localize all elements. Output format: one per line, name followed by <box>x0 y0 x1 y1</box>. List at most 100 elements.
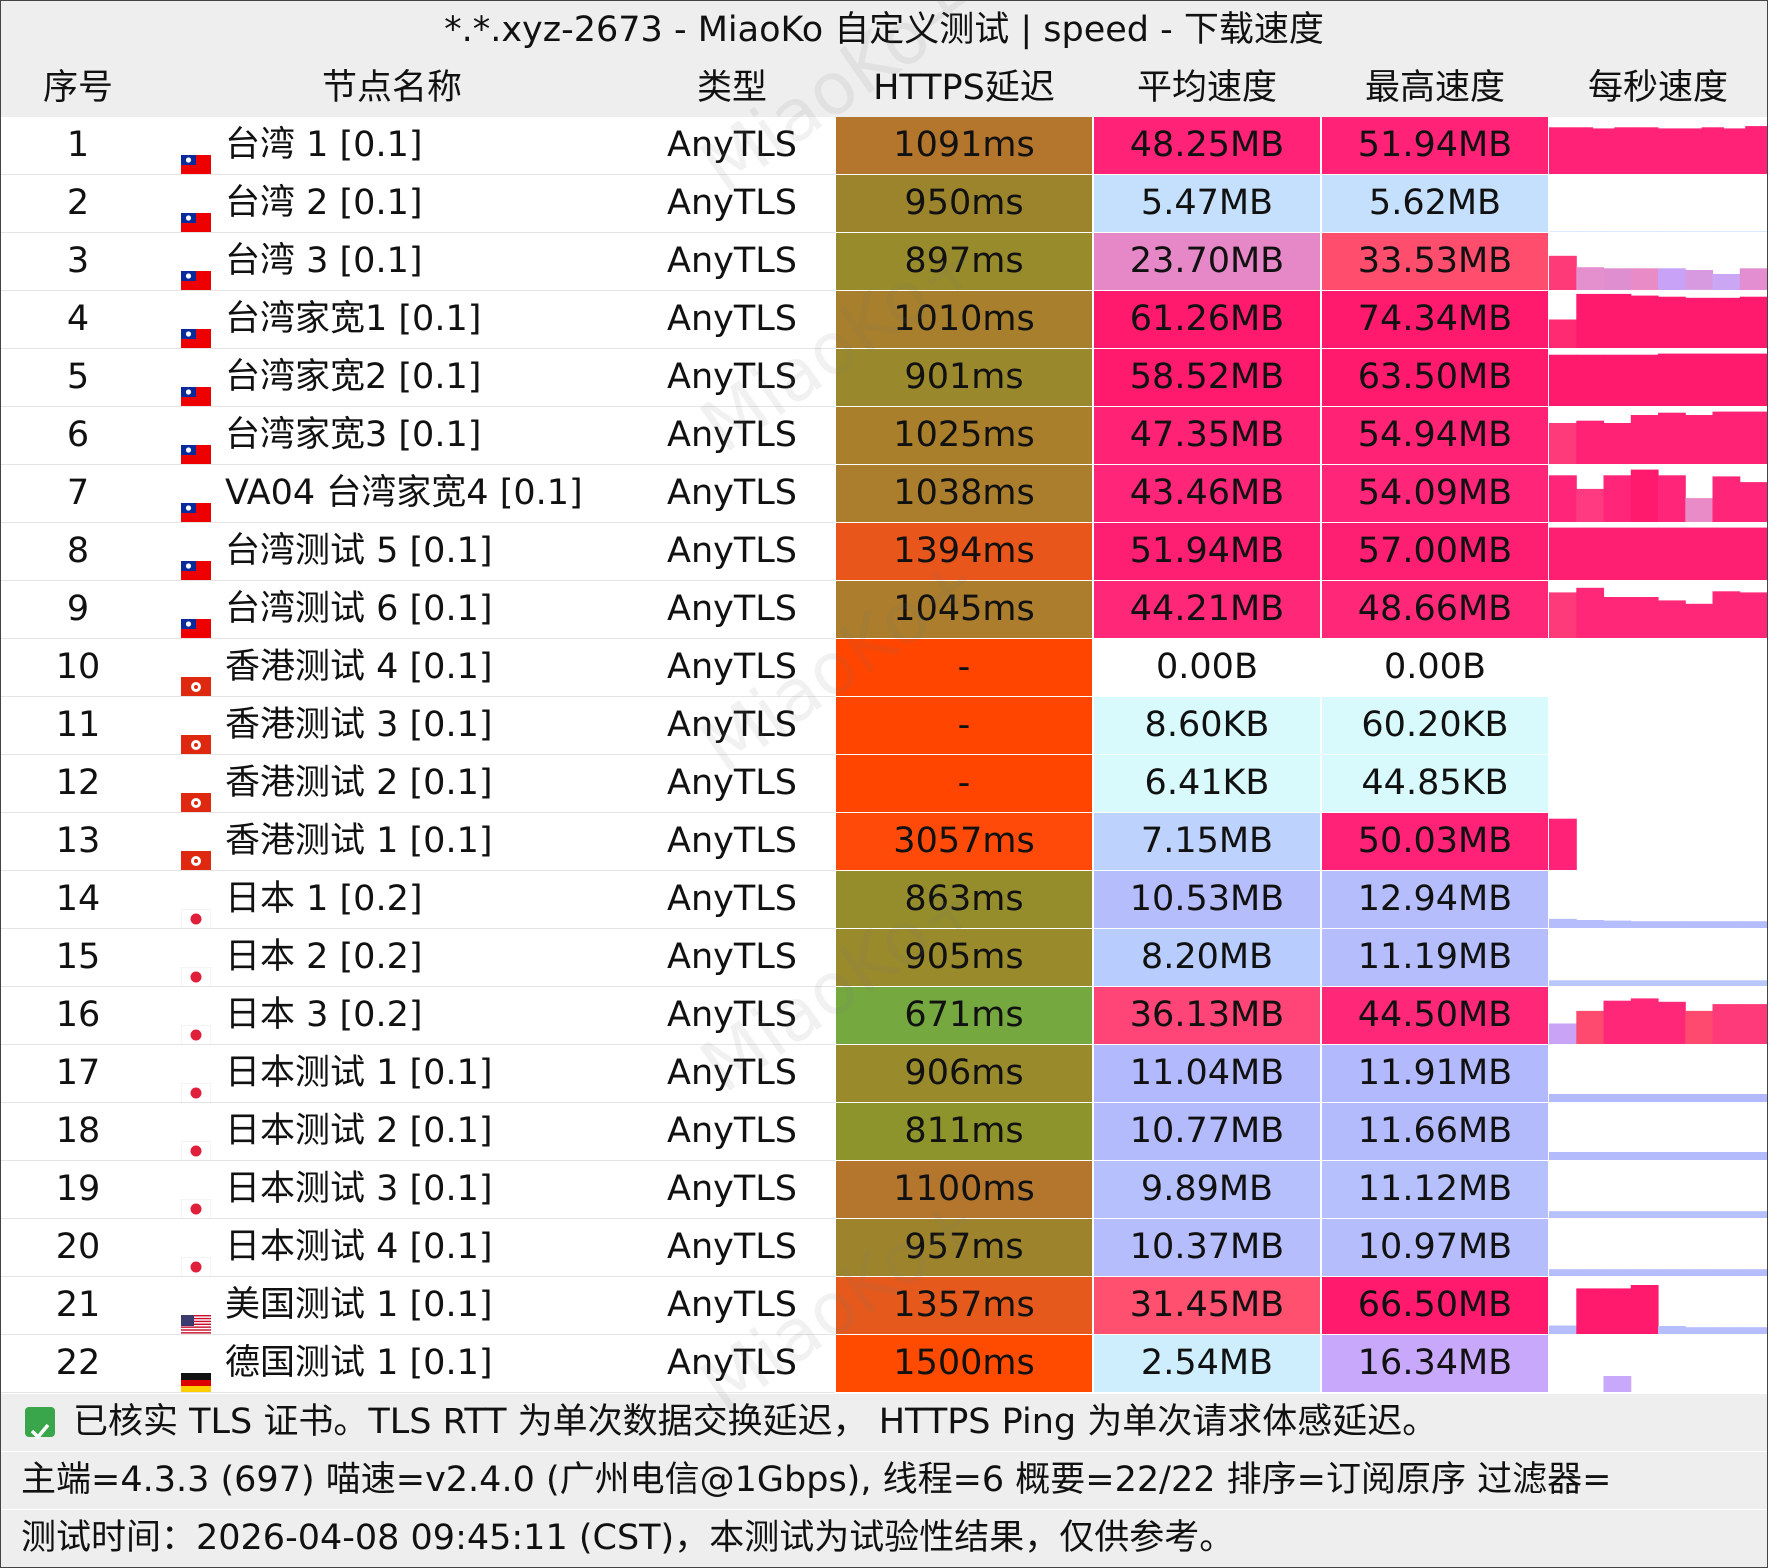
https-latency: 1091ms <box>836 117 1092 175</box>
speed-bar <box>1603 527 1632 580</box>
table-row: 8 台湾测试 5 [0.1] AnyTLS 1394ms 51.94MB 57.00MB <box>1 523 1767 581</box>
https-latency: 811ms <box>836 1103 1092 1161</box>
avg-speed: 36.13MB <box>1094 987 1320 1045</box>
speed-bar <box>1549 1325 1577 1334</box>
check-icon <box>25 1407 55 1440</box>
per-second-speed-chart <box>1549 1335 1767 1392</box>
node-type: AnyTLS <box>629 1103 835 1161</box>
avg-speed: 10.77MB <box>1094 1103 1320 1161</box>
per-second-speed-chart <box>1549 175 1767 232</box>
avg-speed: 44.21MB <box>1094 581 1320 639</box>
avg-speed: 11.04MB <box>1094 1045 1320 1103</box>
speed-bar <box>1576 1010 1605 1044</box>
node-name: 美国测试 1 [0.1] <box>225 1285 493 1325</box>
node-type: AnyTLS <box>629 1161 835 1219</box>
speed-bar <box>1603 920 1632 928</box>
speed-bar <box>1658 921 1686 928</box>
speed-bar <box>1685 1327 1714 1334</box>
https-latency: 1025ms <box>836 407 1092 465</box>
max-speed: 48.66MB <box>1322 581 1548 639</box>
node-name: 香港测试 2 [0.1] <box>225 763 493 803</box>
node-name-cell: 日本测试 3 [0.1] <box>155 1161 629 1219</box>
node-type: AnyTLS <box>629 175 835 233</box>
table-row: 18 日本测试 2 [0.1] AnyTLS 811ms 10.77MB 11.66MB <box>1 1103 1767 1161</box>
per-second-speed-chart <box>1549 349 1767 406</box>
speed-bar <box>1549 1152 1577 1160</box>
https-latency: 901ms <box>836 349 1092 407</box>
speed-bar <box>1658 268 1686 290</box>
node-type: AnyTLS <box>629 117 835 175</box>
speed-bar <box>1685 527 1714 580</box>
window-title: *.*.xyz-2673 - MiaoKo 自定义测试 | speed - 下载… <box>1 1 1767 59</box>
node-name-cell: 香港测试 1 [0.1] <box>155 813 629 871</box>
speed-bar <box>1603 1376 1632 1392</box>
node-name-cell: 台湾家宽3 [0.1] <box>155 407 629 465</box>
row-index: 2 <box>1 175 155 233</box>
speed-bar <box>1630 998 1659 1044</box>
speed-bar <box>1603 475 1632 522</box>
https-latency: - <box>836 755 1092 813</box>
node-name: 日本 2 [0.2] <box>225 937 423 977</box>
per-second-speed-chart <box>1549 291 1767 348</box>
speed-bar <box>1685 353 1714 406</box>
speed-bar <box>1739 231 1767 232</box>
avg-speed: 23.70MB <box>1094 233 1320 291</box>
sparkline <box>1549 1094 1767 1102</box>
node-name: 台湾测试 5 [0.1] <box>225 531 493 571</box>
speed-bar <box>1630 1152 1659 1160</box>
node-name-cell: 台湾测试 5 [0.1] <box>155 523 629 581</box>
max-speed: 74.34MB <box>1322 291 1548 349</box>
speed-bar <box>1576 1269 1605 1276</box>
row-index: 15 <box>1 929 155 987</box>
speed-bar <box>1630 268 1659 290</box>
sparkline <box>1549 1285 1767 1334</box>
node-type: AnyTLS <box>629 813 835 871</box>
node-name: 台湾 2 [0.1] <box>225 183 423 223</box>
node-type: AnyTLS <box>629 523 835 581</box>
speed-bar <box>1603 1269 1632 1276</box>
sparkline <box>1549 755 1767 812</box>
max-speed: 60.20KB <box>1322 697 1548 755</box>
node-name: 香港测试 1 [0.1] <box>225 821 493 861</box>
table-row: 1 台湾 1 [0.1] AnyTLS 1091ms 48.25MB 51.94MB <box>1 117 1767 175</box>
speed-bar <box>1630 1285 1659 1334</box>
speed-bar <box>1630 231 1659 232</box>
speed-bar <box>1549 592 1577 638</box>
speed-bar <box>1712 921 1741 928</box>
speed-bar <box>1658 980 1686 986</box>
node-name-cell: 日本测试 2 [0.1] <box>155 1103 629 1161</box>
speed-bar <box>1685 1211 1714 1218</box>
row-index: 14 <box>1 871 155 929</box>
speed-bar <box>1603 1152 1632 1160</box>
sparkline <box>1549 255 1767 290</box>
table-row: 10 香港测试 4 [0.1] AnyTLS -0.00B 0.00B <box>1 639 1767 697</box>
speed-bar <box>1630 980 1659 986</box>
node-name: 日本 3 [0.2] <box>225 995 423 1035</box>
header-avg-speed: 平均速度 <box>1136 68 1277 108</box>
speed-bar <box>1630 295 1659 348</box>
https-latency: 1357ms <box>836 1277 1092 1335</box>
node-name-cell: 台湾 3 [0.1] <box>155 233 629 291</box>
hongkong-flag-icon <box>181 832 211 870</box>
speed-bar <box>1685 1269 1714 1276</box>
sparkline <box>1549 469 1767 522</box>
sparkline <box>1549 697 1767 754</box>
speed-bar <box>1630 469 1659 522</box>
avg-speed: 51.94MB <box>1094 523 1320 581</box>
avg-speed: 58.52MB <box>1094 349 1320 407</box>
header-https-latency: HTTPS延迟 <box>873 68 1055 108</box>
speed-bar <box>1701 127 1724 174</box>
speed-bar <box>1712 527 1741 580</box>
table-row: 20 日本测试 4 [0.1] AnyTLS 957ms 10.37MB 10.97MB <box>1 1219 1767 1277</box>
speed-bar <box>1739 1211 1767 1218</box>
row-index: 13 <box>1 813 155 871</box>
row-index: 1 <box>1 117 155 175</box>
max-speed: 66.50MB <box>1322 1277 1548 1335</box>
https-latency: 950ms <box>836 175 1092 233</box>
speed-bar <box>1549 423 1577 464</box>
https-latency: 1500ms <box>836 1335 1092 1393</box>
max-speed: 5.62MB <box>1322 175 1548 233</box>
taiwan-flag-icon <box>181 542 211 580</box>
taiwan-flag-icon <box>181 600 211 638</box>
https-latency: 863ms <box>836 871 1092 929</box>
